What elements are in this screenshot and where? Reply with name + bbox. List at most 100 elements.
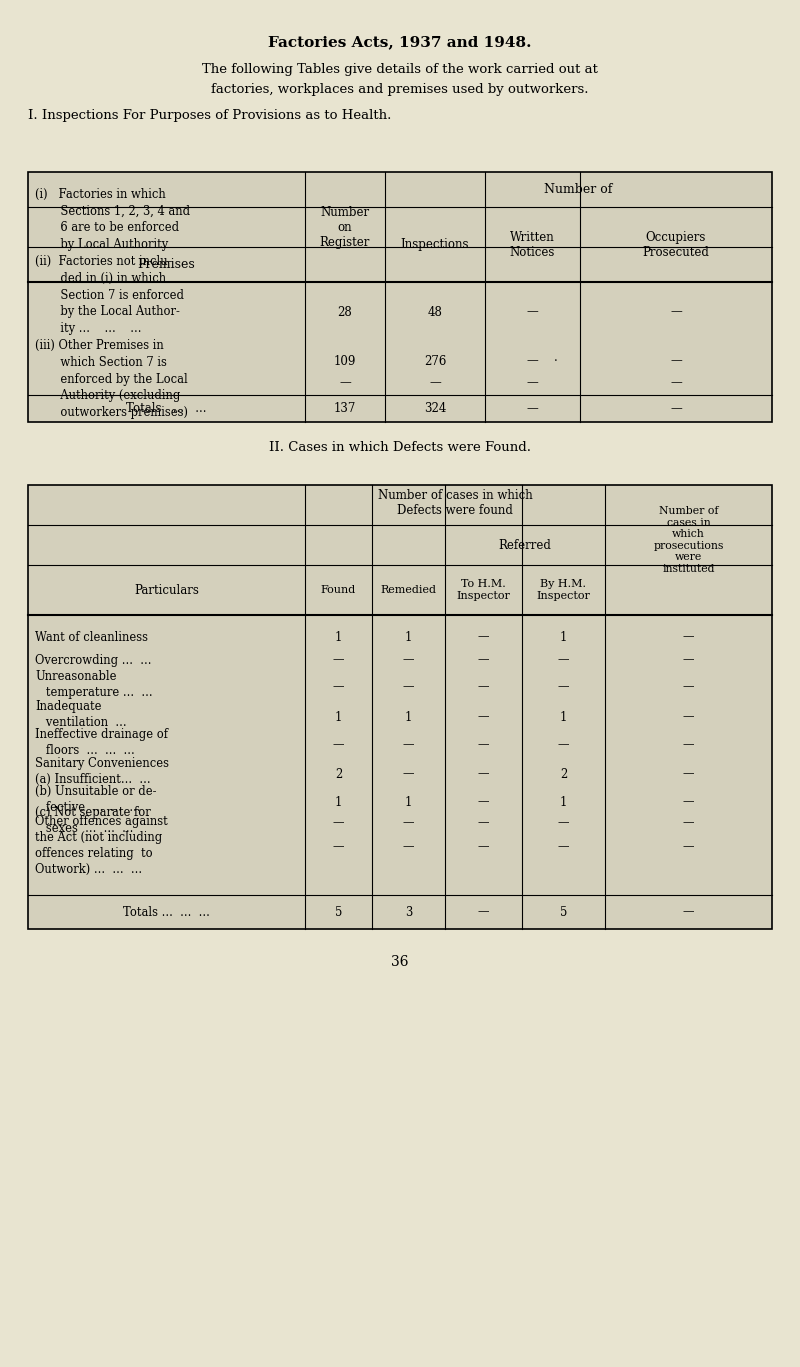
Text: 1: 1 [405,796,412,808]
Text: —: — [333,738,344,752]
Text: 36: 36 [391,956,409,969]
Text: —: — [682,796,694,808]
Bar [28,485,772,930]
Text: II. Cases in which Defects were Found.: II. Cases in which Defects were Found. [269,440,531,454]
Text: Inadequate
   ventilation  ...: Inadequate ventilation ... [35,700,126,729]
Text: —: — [478,796,490,808]
Text: Totals   ...   ...: Totals ... ... [126,402,206,416]
Text: 5: 5 [335,905,342,919]
Text: —: — [670,402,682,416]
Text: —: — [402,738,414,752]
Text: The following Tables give details of the work carried out at: The following Tables give details of the… [202,63,598,75]
Text: (i)   Factories in which
       Sections 1, 2, 3, 4 and
       6 are to be enfor: (i) Factories in which Sections 1, 2, 3,… [35,187,190,420]
Text: —: — [526,376,538,390]
Text: Totals ...  ...  ...: Totals ... ... ... [123,905,210,919]
Text: Referred: Referred [498,539,551,551]
Text: —: — [526,305,538,319]
Text: —: — [670,305,682,319]
Text: 1: 1 [335,796,342,808]
Text: —: — [558,738,570,752]
Text: —: — [682,711,694,723]
Text: —: — [558,681,570,693]
Text: —: — [478,905,490,919]
Text: Want of cleanliness: Want of cleanliness [35,630,148,644]
Text: —: — [478,630,490,644]
Text: 1: 1 [405,630,412,644]
Text: —: — [402,681,414,693]
Text: —: — [558,841,570,853]
Text: 1: 1 [560,630,567,644]
Text: —: — [670,354,682,368]
Text: Ineffective drainage of
   floors  ...  ...  ...: Ineffective drainage of floors ... ... .… [35,727,168,756]
Text: Overcrowding ...  ...: Overcrowding ... ... [35,653,151,667]
Text: —: — [402,816,414,830]
Text: —: — [682,767,694,781]
Text: —: — [682,841,694,853]
Text: (c) Not separate for
   sexes  ...  ...  ...: (c) Not separate for sexes ... ... ... [35,805,150,834]
Text: 137: 137 [334,402,356,416]
Text: By H.M.
Inspector: By H.M. Inspector [537,580,590,601]
Text: 1: 1 [405,711,412,723]
Text: —: — [478,738,490,752]
Text: —: — [682,653,694,667]
Text: —: — [526,402,538,416]
Text: 2: 2 [335,767,342,781]
Text: —: — [558,653,570,667]
Text: —: — [339,376,351,390]
Text: 5: 5 [560,905,567,919]
Text: —: — [478,767,490,781]
Text: Other offences against
the Act (not including
offences relating  to
Outwork) ...: Other offences against the Act (not incl… [35,815,168,875]
Text: —: — [526,354,538,368]
Text: 2: 2 [560,767,567,781]
Text: Number of
cases in
which
prosecutions
were
instituted: Number of cases in which prosecutions we… [654,506,724,574]
Text: Inspections: Inspections [401,238,470,252]
Text: —: — [558,816,570,830]
Text: —: — [402,767,414,781]
Text: Factories Acts, 1937 and 1948.: Factories Acts, 1937 and 1948. [268,36,532,49]
Text: —: — [682,905,694,919]
Text: Premises: Premises [138,258,195,271]
Text: 3: 3 [405,905,412,919]
Text: 324: 324 [424,402,446,416]
Text: (b) Unsuitable or de-
   fective  ...  ...  ...: (b) Unsuitable or de- fective ... ... ..… [35,785,157,813]
Text: Written
Notices: Written Notices [510,231,555,258]
Text: Number of: Number of [544,183,613,195]
Bar [28,172,772,422]
Text: —: — [478,841,490,853]
Text: 1: 1 [560,796,567,808]
Text: —: — [478,681,490,693]
Text: Occupiers
Prosecuted: Occupiers Prosecuted [642,231,710,258]
Text: —: — [682,738,694,752]
Text: —: — [333,841,344,853]
Text: Unreasonable
   temperature ...  ...: Unreasonable temperature ... ... [35,670,153,699]
Text: —: — [478,653,490,667]
Text: Particulars: Particulars [134,584,199,596]
Text: 1: 1 [335,630,342,644]
Text: Number of cases in which
Defects were found: Number of cases in which Defects were fo… [378,489,532,517]
Text: 1: 1 [560,711,567,723]
Text: —: — [333,816,344,830]
Text: Sanitary Conveniences
(a) Insufficient...  ...: Sanitary Conveniences (a) Insufficient..… [35,756,169,786]
Text: —: — [670,376,682,390]
Text: —: — [402,653,414,667]
Text: Number
on
Register: Number on Register [320,205,370,249]
Text: —: — [478,711,490,723]
Text: 109: 109 [334,354,356,368]
Text: 28: 28 [338,305,352,319]
Text: 276: 276 [424,354,446,368]
Text: —: — [682,681,694,693]
Text: To H.M.
Inspector: To H.M. Inspector [457,580,510,601]
Text: —: — [333,653,344,667]
Text: Remedied: Remedied [381,585,437,595]
Text: I. Inspections For Purposes of Provisions as to Health.: I. Inspections For Purposes of Provision… [28,108,391,122]
Text: ·: · [554,354,558,368]
Text: —: — [682,816,694,830]
Text: —: — [402,841,414,853]
Text: —: — [478,816,490,830]
Text: 48: 48 [427,305,442,319]
Text: —: — [333,681,344,693]
Text: 1: 1 [335,711,342,723]
Text: —: — [682,630,694,644]
Text: —: — [429,376,441,390]
Text: Found: Found [321,585,356,595]
